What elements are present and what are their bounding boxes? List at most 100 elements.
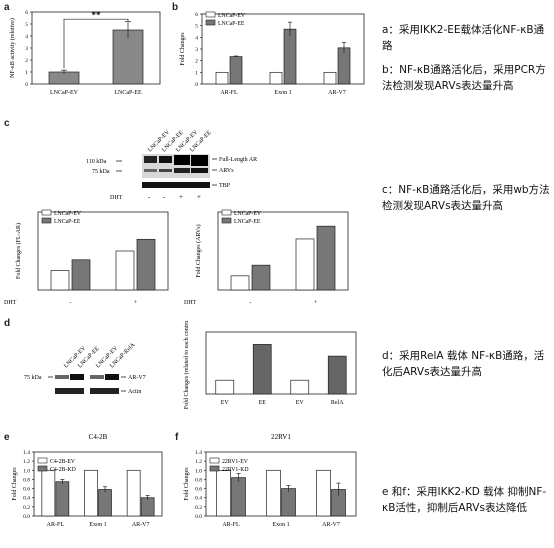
blot-d-band-v7-2 [70,374,84,380]
blot-c-band-fl-4 [191,155,208,166]
chart-f-bar-0-1 [266,469,281,517]
panel-letter-b: b [172,2,179,13]
chart-a-xlabel-1: LNCaP-EE [114,90,142,96]
blot-c-band-arv-1 [144,169,157,172]
blot-c-marker-110: 110 kDa [86,159,107,165]
chart-c2-bar-0-1 [295,238,315,291]
chart-c1-dht-label: DHT [4,300,17,306]
chart-e-bar-0-2 [126,469,141,517]
blot-c-band-fl-2 [159,156,172,163]
chart-c1-ylabel: Fold Changes (FL-AR) [15,223,22,279]
blot-c-dht-4: + [197,193,201,201]
chart-c2-legend-label-1: LNCaP-EE [234,219,261,225]
note-e: e 和f：采用IKK2-KD 载体 抑制NF-κB活性，抑制后ARVs表达降低 [382,486,547,514]
blot-d-lane-labels: LNCaP-EV LNCaP-EE LNCaP-EV LNCaP-RelA [63,342,137,370]
chart-f-bar-1-0 [231,477,246,517]
blot-d-marker-75: 75 kDa [24,375,42,381]
chart-e-bar-1-1 [98,489,112,517]
chart-f-xlabel-2: AR-V7 [322,522,340,528]
chart-c1-legend-swatch-1 [41,217,52,224]
chart-a-ytick-label-4: 4 [25,34,28,40]
chart-e-ytick-label-4: 0.8 [23,477,30,483]
chart-e-xlabel-2: AR-V7 [132,522,150,528]
chart-a-xlabel-0: LNCaP-EV [50,90,79,96]
chart-b-ylabel: Fold Changes [180,32,186,66]
chart-e-title: C4-2B [89,433,108,441]
chart-f-title: 22RV1 [271,433,291,441]
chart-d-xlabel-3: RelA [331,400,344,406]
chart-a-ytick-label-0: 0 [25,82,28,88]
chart-b-legend-label-0: LNCaP-EV [218,13,246,19]
chart-e-xlabel-0: AR-FL [47,522,65,528]
chart-a-significance-bracket [63,18,129,69]
chart-c2-bar-1-1 [316,225,336,291]
panel-letter-d: d [4,318,11,329]
chart-c2-legend-swatch-1 [221,217,232,224]
chart-b-bar-0-2 [323,71,337,85]
chart-b-ytick-label-2: 2 [195,59,198,65]
chart-c1-bar-1-0 [71,259,91,291]
chart-b-legend-label-1: LNCaP-EE [218,21,245,27]
chart-e-bar-0-0 [41,469,56,517]
note-d: d：采用RelA 载体 NF-κB通路，活化后ARVs表达量升高 [382,350,545,378]
blot-c-lane-labels: LNCaP-EV LNCaP-EE LNCaP-EV LNCaP-EE [147,129,213,154]
blot-d-band-label-v7: AR-V7 [128,375,146,381]
blot-c-dht-label: DHT [110,195,123,201]
note-a: a：采用IKK2-EE载体活化NF-κB通路 [382,24,545,52]
chart-c1-bar-0-1 [115,250,135,291]
chart-e-legend-swatch-1 [37,465,48,472]
chart-f-legend-swatch-0 [209,457,220,464]
chart-e-legend-label-0: C4-2B-EV [50,459,76,465]
chart-d-bar-2 [290,379,310,395]
chart-a-ytick-label-1: 1 [25,70,28,76]
chart-e-xlabel-1: Exon 1 [89,522,106,528]
chart-f-bar-0-2 [316,469,331,517]
note-c: c：NF-κB通路活化后，采用wb方法检测发现ARVs表达量升高 [382,184,550,212]
chart-panel-c2: Fold Changes (ARVs) - + LNCaP-EV LNCaP-EE DHT [184,209,349,306]
blot-c-band-fl-3 [174,155,190,165]
chart-c1-legend-label-1: LNCaP-EE [54,219,81,225]
chart-e-bar-1-2 [140,497,155,517]
blot-d-band-actin-1 [55,388,84,394]
blot-d-band-label-actin: Actin [128,389,141,395]
chart-panel-e: C4-2B 0.0 0.2 0.4 0.6 0.8 1.0 1.2 1.4 Fold Change… [12,433,163,528]
chart-d-bar-0 [215,379,235,395]
chart-c2-xlabel-0: - [250,300,252,306]
chart-b-ytick-label-3: 3 [195,47,198,53]
chart-c1-bar-1-1 [136,238,156,291]
blot-d-band-actin-2 [90,388,119,394]
chart-e-legend-swatch-0 [37,457,48,464]
chart-c1-legend-label-0: LNCaP-EV [54,211,82,217]
western-blot-c: LNCaP-EV LNCaP-EE LNCaP-EV LNCaP-EE 110 … [86,129,257,201]
chart-b-bar-1-1 [283,28,297,85]
chart-panel-b: 0 1 2 3 4 5 6 Fold Changes AR-FL Exon 1 AR-V7 LNCaP… [180,11,365,96]
chart-c2-xlabel-1: + [314,300,318,306]
chart-e-ytick-label-0: 0.0 [23,514,30,520]
chart-b-xlabel-2: AR-V7 [328,90,346,96]
chart-e-ytick-label-5: 1.0 [23,468,30,474]
chart-e-ytick-label-7: 1.4 [23,450,30,456]
chart-e-ylabel: Fold Changes [12,467,18,501]
chart-b-bar-1-2 [337,47,351,85]
chart-d-xlabel-2: EV [296,400,305,406]
chart-e-bar-1-0 [55,481,70,517]
chart-c2-legend-label-0: LNCaP-EV [234,211,262,217]
chart-d-xlabel-0: EV [221,400,230,406]
chart-e-legend-label-1: C4-2B-KD [50,467,76,473]
blot-c-dht-1: - [148,193,151,201]
blot-c-dht-2: - [163,193,166,201]
chart-b-ytick-label-0: 0 [195,82,198,88]
blot-c-band-arv-3 [174,168,190,173]
chart-c1-frame [37,211,169,291]
chart-c2-ylabel: Fold Changes (ARVs) [195,224,202,277]
blot-d-band-v7-4 [105,374,119,380]
chart-e-ytick-label-6: 1.2 [23,459,30,465]
chart-a-ytick-label-6: 6 [25,10,28,16]
chart-f-bar-0-0 [216,469,231,517]
chart-b-legend-swatch-0 [205,11,216,18]
blot-c-marker-75: 75 kDa [92,169,110,175]
chart-b-xlabel-1: Exon 1 [274,90,291,96]
western-blot-d: LNCaP-EV LNCaP-EE LNCaP-EV LNCaP-RelA 75… [24,342,146,395]
chart-panel-a: 0 1 2 3 4 5 6 NF-κB activity (relative) LNCaP-EV… [9,10,161,96]
chart-a-bar-1 [112,29,144,85]
